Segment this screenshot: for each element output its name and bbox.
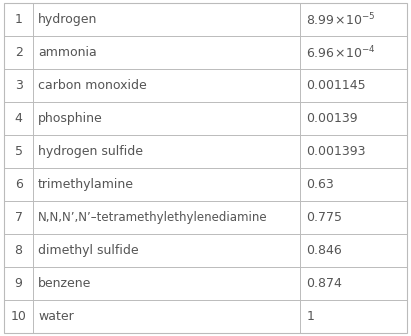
Text: ammonia: ammonia: [38, 46, 97, 59]
Text: 0.846: 0.846: [306, 244, 342, 257]
Text: hydrogen: hydrogen: [38, 13, 97, 26]
Text: water: water: [38, 310, 74, 323]
Text: 7: 7: [15, 211, 23, 224]
Text: 1: 1: [306, 310, 314, 323]
Text: 2: 2: [15, 46, 23, 59]
Text: 1: 1: [15, 13, 23, 26]
Text: 5: 5: [15, 145, 23, 158]
Text: 6: 6: [15, 178, 23, 191]
Text: 10: 10: [11, 310, 27, 323]
Text: $\mathregular{6.96\!\times\!10^{-4}}$: $\mathregular{6.96\!\times\!10^{-4}}$: [306, 44, 376, 61]
Text: 4: 4: [15, 112, 23, 125]
Text: 0.775: 0.775: [306, 211, 342, 224]
Text: 0.874: 0.874: [306, 277, 342, 290]
Text: phosphine: phosphine: [38, 112, 103, 125]
Text: carbon monoxide: carbon monoxide: [38, 79, 147, 92]
Text: $\mathregular{8.99\!\times\!10^{-5}}$: $\mathregular{8.99\!\times\!10^{-5}}$: [306, 11, 376, 28]
Text: benzene: benzene: [38, 277, 91, 290]
Text: 9: 9: [15, 277, 23, 290]
Text: 0.00139: 0.00139: [306, 112, 358, 125]
Text: 8: 8: [15, 244, 23, 257]
Text: trimethylamine: trimethylamine: [38, 178, 134, 191]
Text: dimethyl sulfide: dimethyl sulfide: [38, 244, 139, 257]
Text: 3: 3: [15, 79, 23, 92]
Text: hydrogen sulfide: hydrogen sulfide: [38, 145, 143, 158]
Text: 0.001393: 0.001393: [306, 145, 366, 158]
Text: N,N,N’,N’–tetramethylethylenediamine: N,N,N’,N’–tetramethylethylenediamine: [38, 211, 268, 224]
Text: 0.001145: 0.001145: [306, 79, 366, 92]
Text: 0.63: 0.63: [306, 178, 334, 191]
